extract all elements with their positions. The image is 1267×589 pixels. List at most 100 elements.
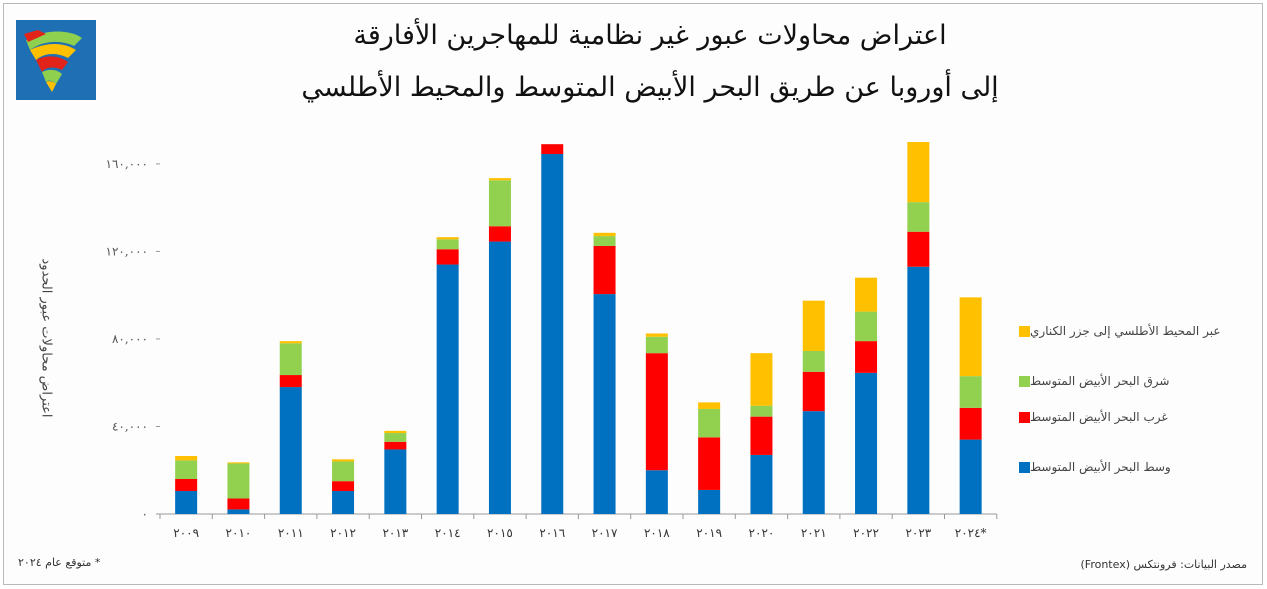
bar-segment bbox=[645, 470, 668, 514]
bar-segment bbox=[279, 343, 302, 376]
bar-segment bbox=[959, 376, 982, 408]
bar-segment bbox=[227, 509, 250, 514]
x-tick-label: ٢٠١٢ bbox=[330, 526, 356, 540]
bar-segment bbox=[593, 245, 616, 295]
bar-segment bbox=[279, 375, 302, 388]
bar-segment bbox=[855, 277, 878, 312]
x-tick-label: ٢٠١٤ bbox=[435, 526, 461, 540]
bar-segment bbox=[541, 144, 564, 155]
bar-segment bbox=[907, 266, 930, 514]
bar-segment bbox=[227, 463, 250, 499]
bar-segment bbox=[959, 297, 982, 377]
bar-segment bbox=[175, 478, 198, 492]
legend-swatch bbox=[1019, 411, 1030, 423]
y-tick-label: ٤٠,٠٠٠ bbox=[112, 419, 148, 433]
bar-segment bbox=[227, 462, 250, 464]
bar-segment bbox=[698, 489, 721, 514]
bar-segment bbox=[436, 237, 459, 240]
bar-segment bbox=[698, 408, 721, 438]
bar-segment bbox=[645, 353, 668, 471]
bar-segment bbox=[488, 226, 511, 242]
y-tick-label: ١٢٠,٠٠٠ bbox=[106, 244, 149, 258]
bar-segment bbox=[750, 353, 773, 406]
footnote: * متوقع عام ٢٠٢٤ bbox=[18, 556, 101, 569]
x-tick-label: ٢٠٢٠ bbox=[749, 526, 775, 540]
bar-segment bbox=[175, 460, 198, 479]
bar-segment bbox=[802, 411, 825, 514]
legend-label: شرق البحر الأبيض المتوسط bbox=[1030, 374, 1170, 388]
bar-segment bbox=[698, 402, 721, 409]
bar-segment bbox=[802, 350, 825, 372]
x-tick-label: ٢٠٢٤* bbox=[955, 526, 987, 540]
bar-segment bbox=[593, 232, 616, 237]
bar-segment bbox=[907, 202, 930, 232]
chart-title-line2: إلى أوروبا عن طريق البحر الأبيض المتوسط … bbox=[301, 72, 999, 103]
bar-segment bbox=[279, 387, 302, 514]
legend-label: غرب البحر الأبيض المتوسط bbox=[1030, 410, 1168, 424]
x-tick-label: ٢٠٢١ bbox=[801, 526, 827, 540]
bar-segment bbox=[855, 311, 878, 342]
legend-swatch bbox=[1019, 325, 1030, 337]
chart-frame bbox=[3, 3, 1263, 585]
bar-segment bbox=[698, 437, 721, 490]
bar-segment bbox=[750, 454, 773, 514]
bar-segment bbox=[436, 264, 459, 514]
y-tick-label: ٠ bbox=[142, 507, 148, 521]
bar-segment bbox=[436, 239, 459, 250]
bar-segment bbox=[802, 300, 825, 351]
bar-segment bbox=[384, 433, 407, 442]
bar-segment bbox=[279, 341, 302, 344]
bar-segment bbox=[384, 441, 407, 450]
x-tick-label: ٢٠١٥ bbox=[487, 526, 513, 540]
bar-segment bbox=[332, 491, 355, 514]
bar-segment bbox=[227, 498, 250, 510]
x-tick-label: ٢٠١٣ bbox=[382, 526, 408, 540]
africa-map-logo-icon bbox=[16, 20, 96, 100]
y-axis-label: اعتراض محاولات عبور الحدود bbox=[38, 258, 54, 418]
bar-segment bbox=[175, 456, 198, 461]
bar-segment bbox=[488, 180, 511, 227]
bar-segment bbox=[332, 461, 355, 482]
bar-segment bbox=[855, 341, 878, 373]
chart-title-line1: اعتراض محاولات عبور غير نظامية للمهاجرين… bbox=[353, 20, 947, 51]
legend-item: غرب البحر الأبيض المتوسط bbox=[1012, 408, 1242, 426]
y-tick-label: ٨٠,٠٠٠ bbox=[112, 332, 148, 346]
bar-segment bbox=[488, 241, 511, 515]
x-tick-label: ٢٠١٩ bbox=[696, 526, 722, 540]
bar-segment bbox=[645, 333, 668, 337]
legend-label: عبر المحيط الأطلسي إلى جزر الكناري bbox=[1030, 324, 1221, 338]
bar-segment bbox=[384, 449, 407, 514]
bar-segment bbox=[541, 154, 564, 515]
bar-segment bbox=[593, 294, 616, 514]
x-tick-label: ٢٠٢٣ bbox=[905, 526, 931, 540]
x-tick-label: ٢٠١٠ bbox=[226, 526, 252, 540]
bar-segment bbox=[488, 178, 511, 181]
x-tick-label: ٢٠١١ bbox=[278, 526, 304, 540]
bar-segment bbox=[332, 481, 355, 492]
legend-swatch bbox=[1019, 461, 1030, 473]
x-tick-label: ٢٠١٨ bbox=[644, 526, 670, 540]
bar-segment bbox=[907, 142, 930, 203]
bar-segment bbox=[645, 336, 668, 354]
y-tick-label: ١٦٠,٠٠٠ bbox=[106, 157, 149, 171]
legend-swatch bbox=[1019, 375, 1030, 387]
bar-segment bbox=[750, 405, 773, 417]
bar-segment bbox=[384, 430, 407, 434]
x-tick-label: ٢٠١٧ bbox=[592, 526, 618, 540]
data-source: مصدر البيانات: فرونتكس (Frontex) bbox=[1080, 558, 1248, 571]
bar-segment bbox=[907, 231, 930, 267]
bar-segment bbox=[332, 459, 355, 462]
bar-segment bbox=[593, 236, 616, 246]
legend-item: وسط البحر الأبيض المتوسط bbox=[1012, 458, 1242, 476]
bar-segment bbox=[436, 249, 459, 265]
x-tick-label: ٢٠١٦ bbox=[539, 526, 565, 540]
legend-item: عبر المحيط الأطلسي إلى جزر الكناري bbox=[1012, 322, 1242, 340]
legend-item: شرق البحر الأبيض المتوسط bbox=[1012, 372, 1242, 390]
bar-segment bbox=[959, 439, 982, 514]
bar-segment bbox=[802, 371, 825, 412]
bar-segment bbox=[750, 416, 773, 455]
legend-label: وسط البحر الأبيض المتوسط bbox=[1030, 460, 1171, 474]
x-tick-label: ٢٠٠٩ bbox=[173, 526, 199, 540]
bar-segment bbox=[855, 372, 878, 514]
